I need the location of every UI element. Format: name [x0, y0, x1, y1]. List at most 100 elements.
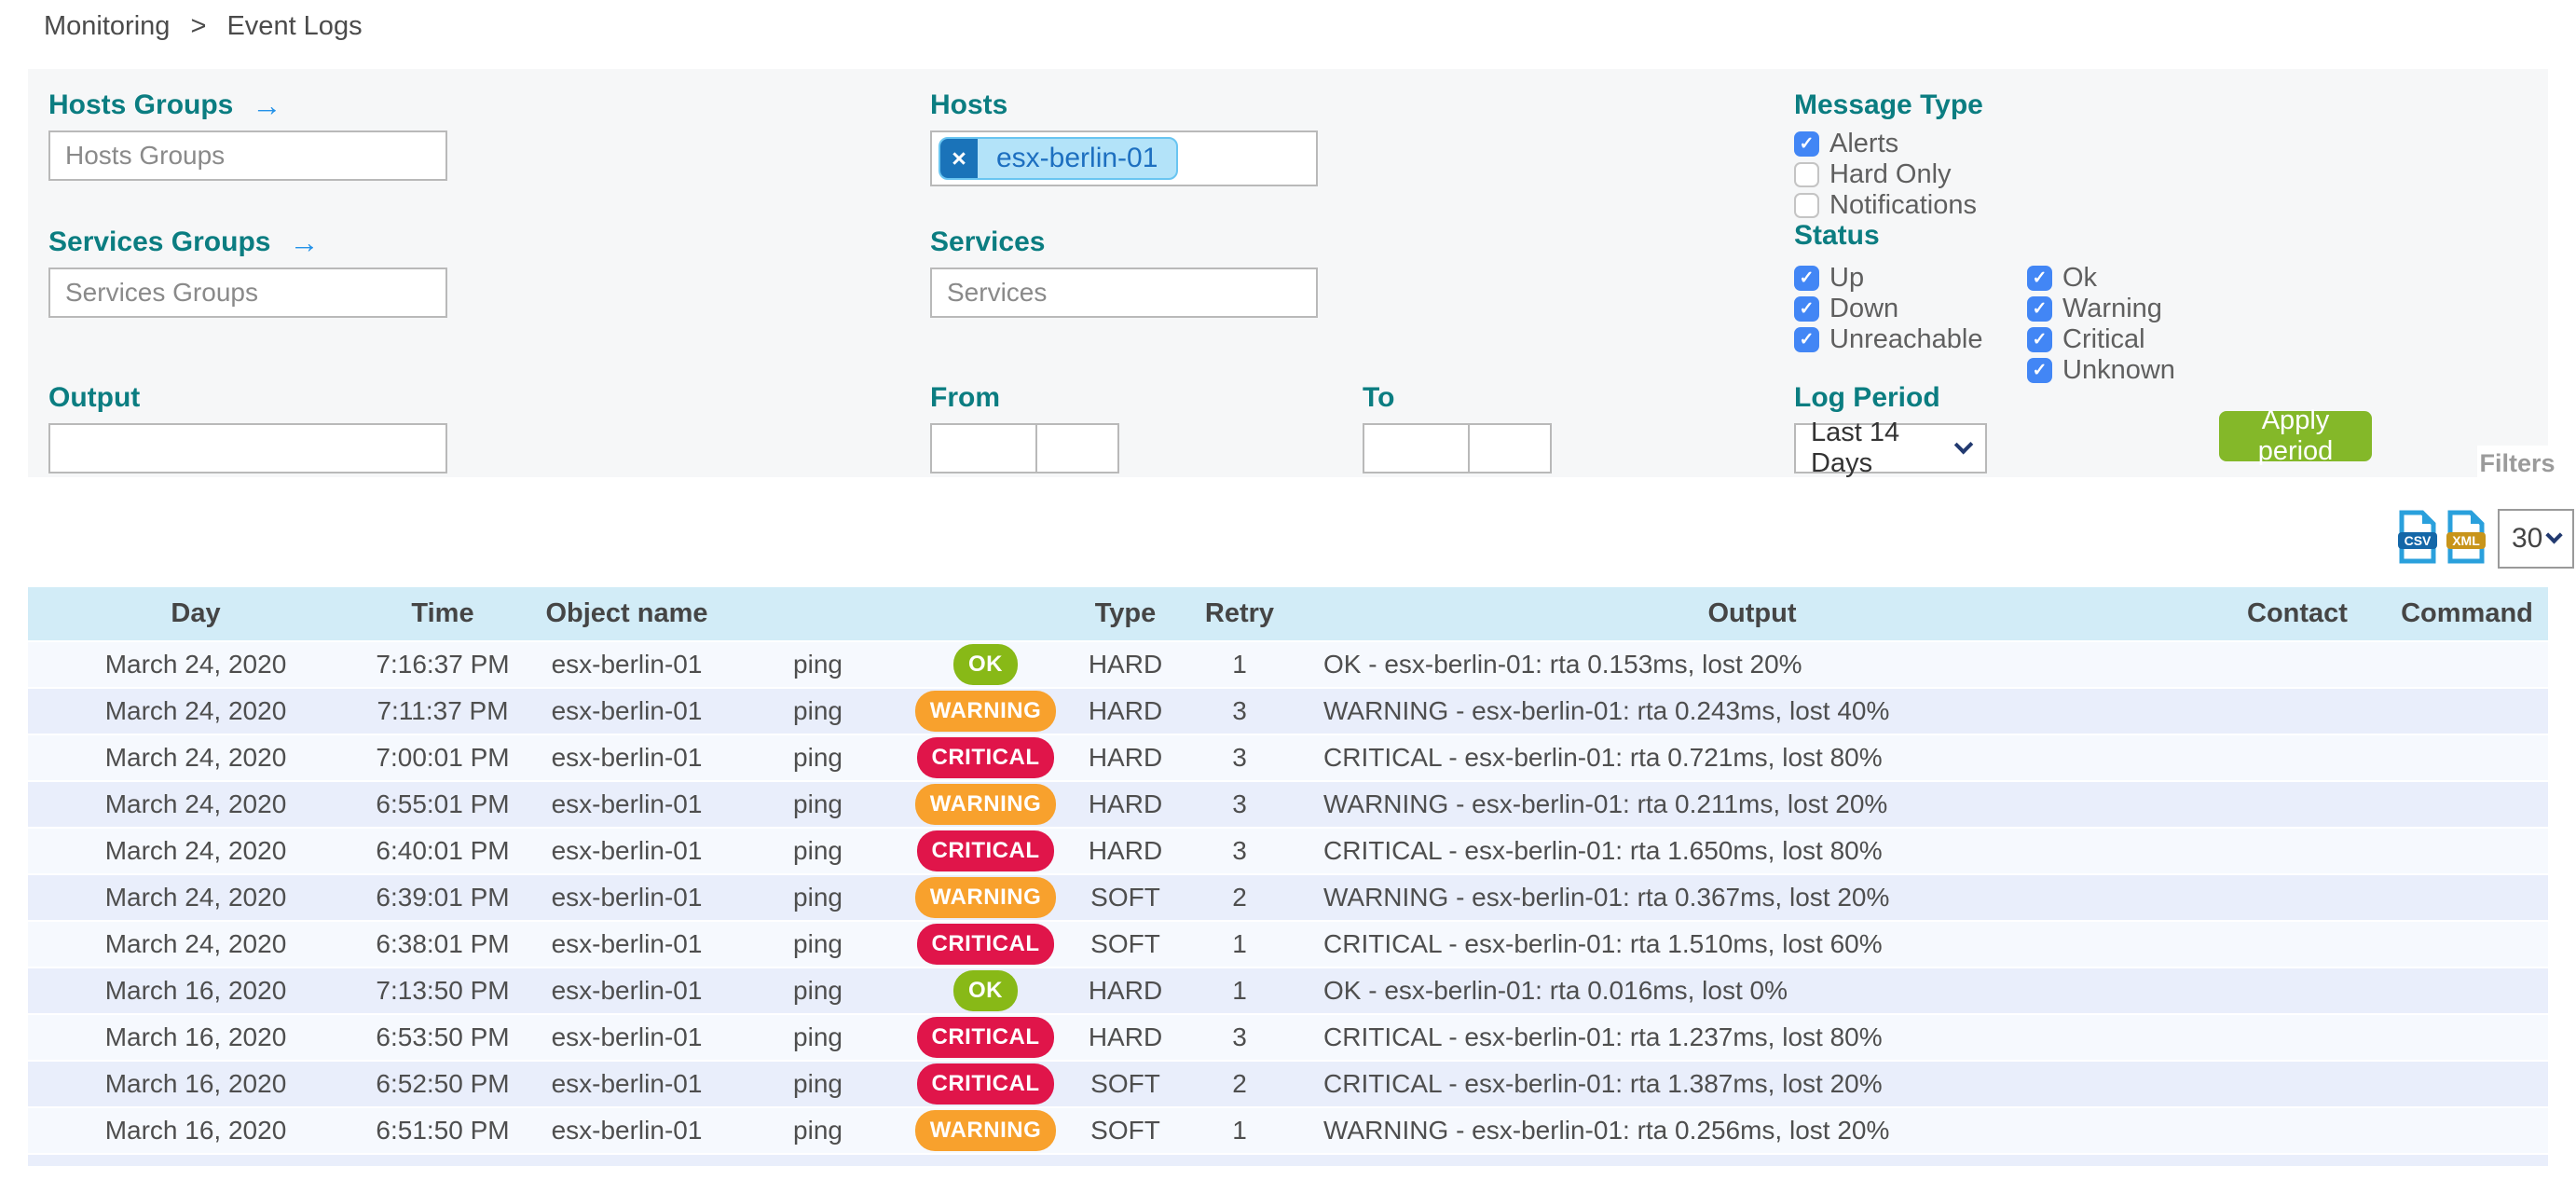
from-time-input[interactable] — [1035, 423, 1119, 473]
hosts-groups-input[interactable] — [48, 130, 447, 181]
from-date-input[interactable] — [930, 423, 1037, 473]
checkbox-label: Alerts — [1829, 128, 1899, 158]
column-header-empty — [732, 587, 904, 642]
breadcrumb-item-event-logs: Event Logs — [226, 11, 363, 41]
status-badge-critical: CRITICAL — [916, 924, 1055, 965]
cell-day: March 16, 2020 — [104, 976, 287, 1005]
cell-type: SOFT — [1090, 883, 1160, 912]
cell-command — [2386, 734, 2548, 781]
cell-command — [2386, 1014, 2548, 1061]
checkbox-checked-icon[interactable]: ✓ — [2027, 295, 2052, 322]
services-input[interactable] — [930, 268, 1318, 318]
column-header-type[interactable]: Type — [1067, 587, 1184, 642]
status-badge-ok: OK — [953, 644, 1018, 685]
checkbox-option-unreachable[interactable]: ✓ Unreachable — [1794, 324, 2027, 354]
checkbox-option-unknown[interactable]: ✓ Unknown — [2027, 355, 2175, 385]
cell-service: ping — [793, 696, 843, 725]
log-period-label: Log Period — [1794, 382, 1940, 413]
cell-day: March 16, 2020 — [104, 1022, 287, 1051]
checkbox-option-warning[interactable]: ✓ Warning — [2027, 294, 2175, 323]
cell-day: March 24, 2020 — [104, 883, 287, 912]
cell-service: ping — [793, 1116, 843, 1145]
to-label: To — [1363, 382, 1395, 413]
output-input[interactable] — [48, 423, 447, 473]
column-header-output[interactable]: Output — [1295, 587, 2209, 642]
checkbox-checked-icon[interactable]: ✓ — [2027, 326, 2052, 352]
column-header-retry[interactable]: Retry — [1184, 587, 1295, 642]
cell-day: March 24, 2020 — [104, 743, 287, 772]
checkbox-option-notifications[interactable]: Notifications — [1794, 190, 1983, 220]
breadcrumb-item-monitoring[interactable]: Monitoring — [44, 11, 171, 41]
cell-service: ping — [793, 1069, 843, 1098]
chevron-down-icon — [2545, 526, 2563, 543]
checkbox-option-down[interactable]: ✓ Down — [1794, 294, 2027, 323]
export-xml-icon[interactable]: XML — [2446, 510, 2487, 569]
checkbox-checked-icon[interactable]: ✓ — [1794, 326, 1819, 352]
checkbox-option-alerts[interactable]: ✓ Alerts — [1794, 129, 1983, 158]
column-header-command[interactable]: Command — [2386, 587, 2548, 642]
column-header-contact[interactable]: Contact — [2209, 587, 2386, 642]
checkbox-checked-icon[interactable]: ✓ — [1794, 265, 1819, 291]
services-groups-input[interactable] — [48, 268, 447, 318]
hosts-input[interactable]: × esx-berlin-01 — [930, 130, 1318, 186]
cell-object: esx-berlin-01 — [551, 1116, 703, 1145]
checkbox-checked-icon[interactable]: ✓ — [1794, 295, 1819, 322]
output-field: Output — [48, 380, 447, 473]
cell-output: OK - esx-berlin-01: rta 0.016ms, lost 0% — [1323, 976, 1788, 1005]
cell-day: March 16, 2020 — [104, 1116, 287, 1145]
cell-contact — [2209, 967, 2386, 1014]
export-csv-icon[interactable]: CSV — [2397, 510, 2438, 569]
arrow-right-icon[interactable]: → — [252, 88, 282, 122]
checkbox-unchecked-icon[interactable] — [1794, 192, 1819, 218]
checkbox-option-up[interactable]: ✓ Up — [1794, 263, 2027, 293]
cell-contact — [2209, 921, 2386, 967]
cell-retry: 3 — [1232, 789, 1247, 818]
column-header-time[interactable]: Time — [363, 587, 522, 642]
arrow-right-icon[interactable]: → — [289, 225, 320, 259]
cell-object: esx-berlin-01 — [551, 976, 703, 1005]
log-period-select[interactable]: Last 14 Days — [1794, 418, 1987, 478]
cell-output: WARNING - esx-berlin-01: rta 0.367ms, lo… — [1323, 883, 1890, 912]
cell-service: ping — [793, 883, 843, 912]
checkbox-unchecked-icon[interactable] — [1794, 161, 1819, 187]
checkbox-checked-icon[interactable]: ✓ — [1794, 130, 1819, 157]
remove-chip-icon[interactable]: × — [940, 139, 978, 178]
cell-service: ping — [793, 650, 843, 679]
cell-retry: 1 — [1232, 976, 1247, 1005]
column-header-day[interactable]: Day — [28, 587, 363, 642]
cell-retry: 2 — [1232, 883, 1247, 912]
table-row: March 16, 2020 6:52:50 PM esx-berlin-01 pin… — [28, 1061, 2548, 1107]
filters-tab[interactable]: Filters — [2477, 446, 2557, 481]
cell-time: 6:38:01 PM — [376, 929, 510, 958]
cell-contact — [2209, 1107, 2386, 1154]
to-time-input[interactable] — [1468, 423, 1552, 473]
checkbox-option-ok[interactable]: ✓ Ok — [2027, 263, 2175, 293]
cell-status: OK — [904, 641, 1067, 688]
cell-output: CRITICAL - esx-berlin-01: rta 0.721ms, l… — [1323, 743, 1883, 772]
table-row: March 24, 2020 7:16:37 PM esx-berlin-01 pin… — [28, 641, 2548, 688]
cell-output: CRITICAL - esx-berlin-01: rta 1.510ms, l… — [1323, 929, 1883, 958]
cell-service: ping — [793, 836, 843, 865]
from-field: From — [930, 380, 1119, 473]
apply-period-button[interactable]: Apply period — [2219, 405, 2372, 466]
checkbox-checked-icon[interactable]: ✓ — [2027, 265, 2052, 291]
page-size-select[interactable]: 30 — [2498, 509, 2574, 569]
cell-day: March 24, 2020 — [104, 836, 287, 865]
cell-command — [2386, 688, 2548, 734]
checkbox-checked-icon[interactable]: ✓ — [2027, 357, 2052, 383]
status-badge-warning: WARNING — [914, 784, 1057, 825]
hosts-label: Hosts — [930, 89, 1008, 120]
table-row-partial — [28, 1154, 2548, 1167]
cell-status: WARNING — [904, 1107, 1067, 1154]
status-group: Status ✓ Up ✓ Down ✓ Unreachable ✓ Ok ✓ Warning ✓… — [1794, 218, 2175, 386]
log-period-field: Log Period Last 14 Days — [1794, 380, 1987, 478]
cell-time: 7:13:50 PM — [376, 976, 510, 1005]
column-header-object-name[interactable]: Object name — [522, 587, 732, 642]
cell-type: HARD — [1088, 789, 1163, 818]
table-row: March 16, 2020 7:13:50 PM esx-berlin-01 pin… — [28, 967, 2548, 1014]
cell-command — [2386, 921, 2548, 967]
to-date-input[interactable] — [1363, 423, 1470, 473]
cell-contact — [2209, 1014, 2386, 1061]
checkbox-option-critical[interactable]: ✓ Critical — [2027, 324, 2175, 354]
checkbox-option-hard-only[interactable]: Hard Only — [1794, 159, 1983, 189]
